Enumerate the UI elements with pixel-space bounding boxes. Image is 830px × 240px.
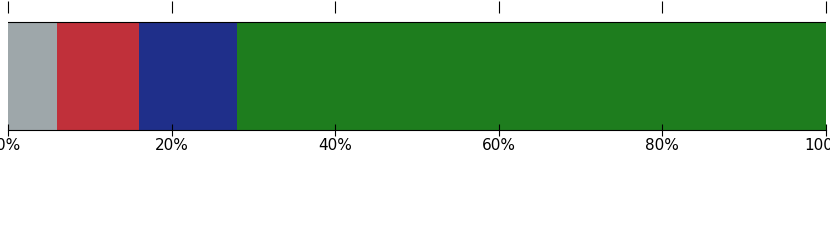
Bar — [57, 22, 139, 130]
Bar — [237, 22, 826, 130]
Bar — [8, 22, 57, 130]
Bar — [139, 22, 237, 130]
